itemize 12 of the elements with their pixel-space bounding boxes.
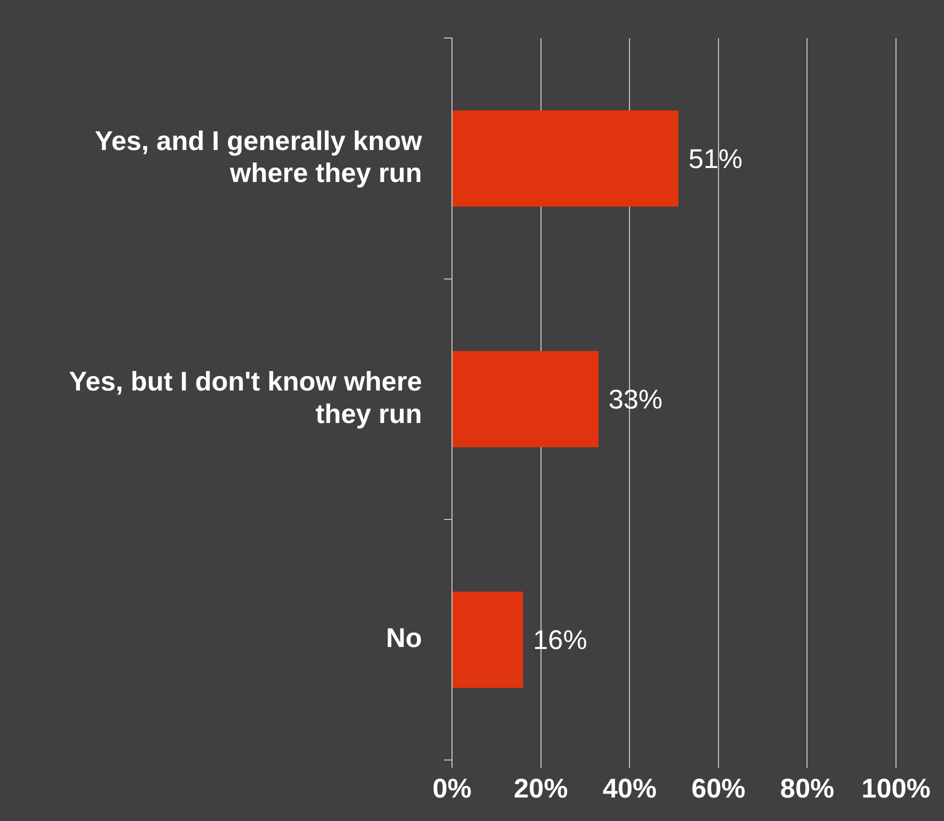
bar xyxy=(452,592,524,688)
y-tick-label: No xyxy=(386,623,422,654)
bar xyxy=(452,110,678,207)
y-tick-label: Yes, and I generally know where they run xyxy=(94,126,423,188)
x-tick-label: 0% xyxy=(432,774,472,804)
x-tick-label: 80% xyxy=(780,774,834,804)
x-tick-label: 60% xyxy=(691,774,746,804)
x-tick-label: 40% xyxy=(602,774,657,804)
x-tick-label: 100% xyxy=(861,774,931,804)
bar xyxy=(452,350,599,448)
y-tick-label: Yes, but I don't know where they run xyxy=(69,366,422,429)
x-tick-label: 20% xyxy=(514,774,568,804)
